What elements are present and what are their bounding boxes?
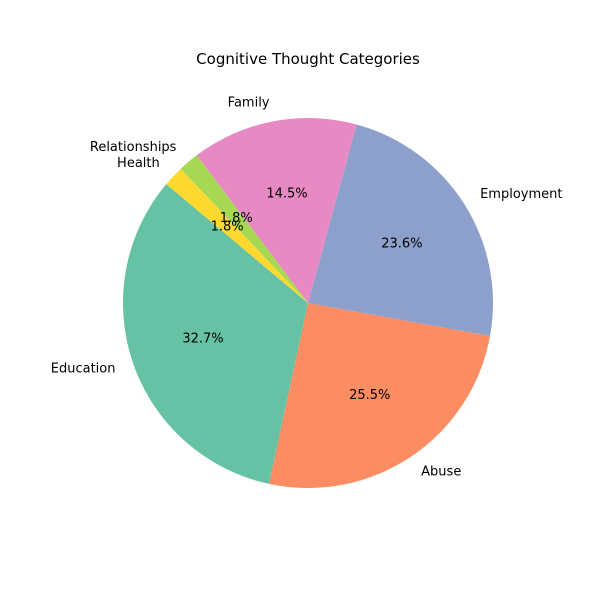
pie-slice-education (122, 184, 309, 484)
pie-slice-relationships (180, 155, 308, 303)
slice-label-abuse: Abuse (421, 465, 461, 480)
pct-label-family: 14.5% (266, 187, 307, 202)
slice-label-health: Health (117, 156, 160, 171)
pct-label-relationships: 1.8% (220, 211, 253, 226)
pie-slices (122, 118, 493, 488)
slice-label-family: Family (228, 96, 270, 111)
pie-slice-abuse (269, 303, 491, 488)
pct-label-abuse: 25.5% (349, 388, 390, 403)
pie-slice-health (166, 168, 308, 303)
pct-label-employment: 23.6% (381, 236, 422, 251)
slice-label-relationships: Relationships (90, 140, 177, 155)
chart-title: Cognitive Thought Categories (196, 50, 420, 68)
pie-slice-employment (308, 124, 493, 336)
pct-label-education: 32.7% (182, 331, 223, 346)
slice-label-employment: Employment (480, 187, 562, 202)
slice-label-education: Education (51, 361, 116, 376)
pie-slice-family (196, 118, 357, 303)
pie-labels: Education 32.7% Abuse 25.5% Employment 23.6% F… (51, 96, 563, 480)
pct-label-health: 1.8% (211, 219, 244, 234)
